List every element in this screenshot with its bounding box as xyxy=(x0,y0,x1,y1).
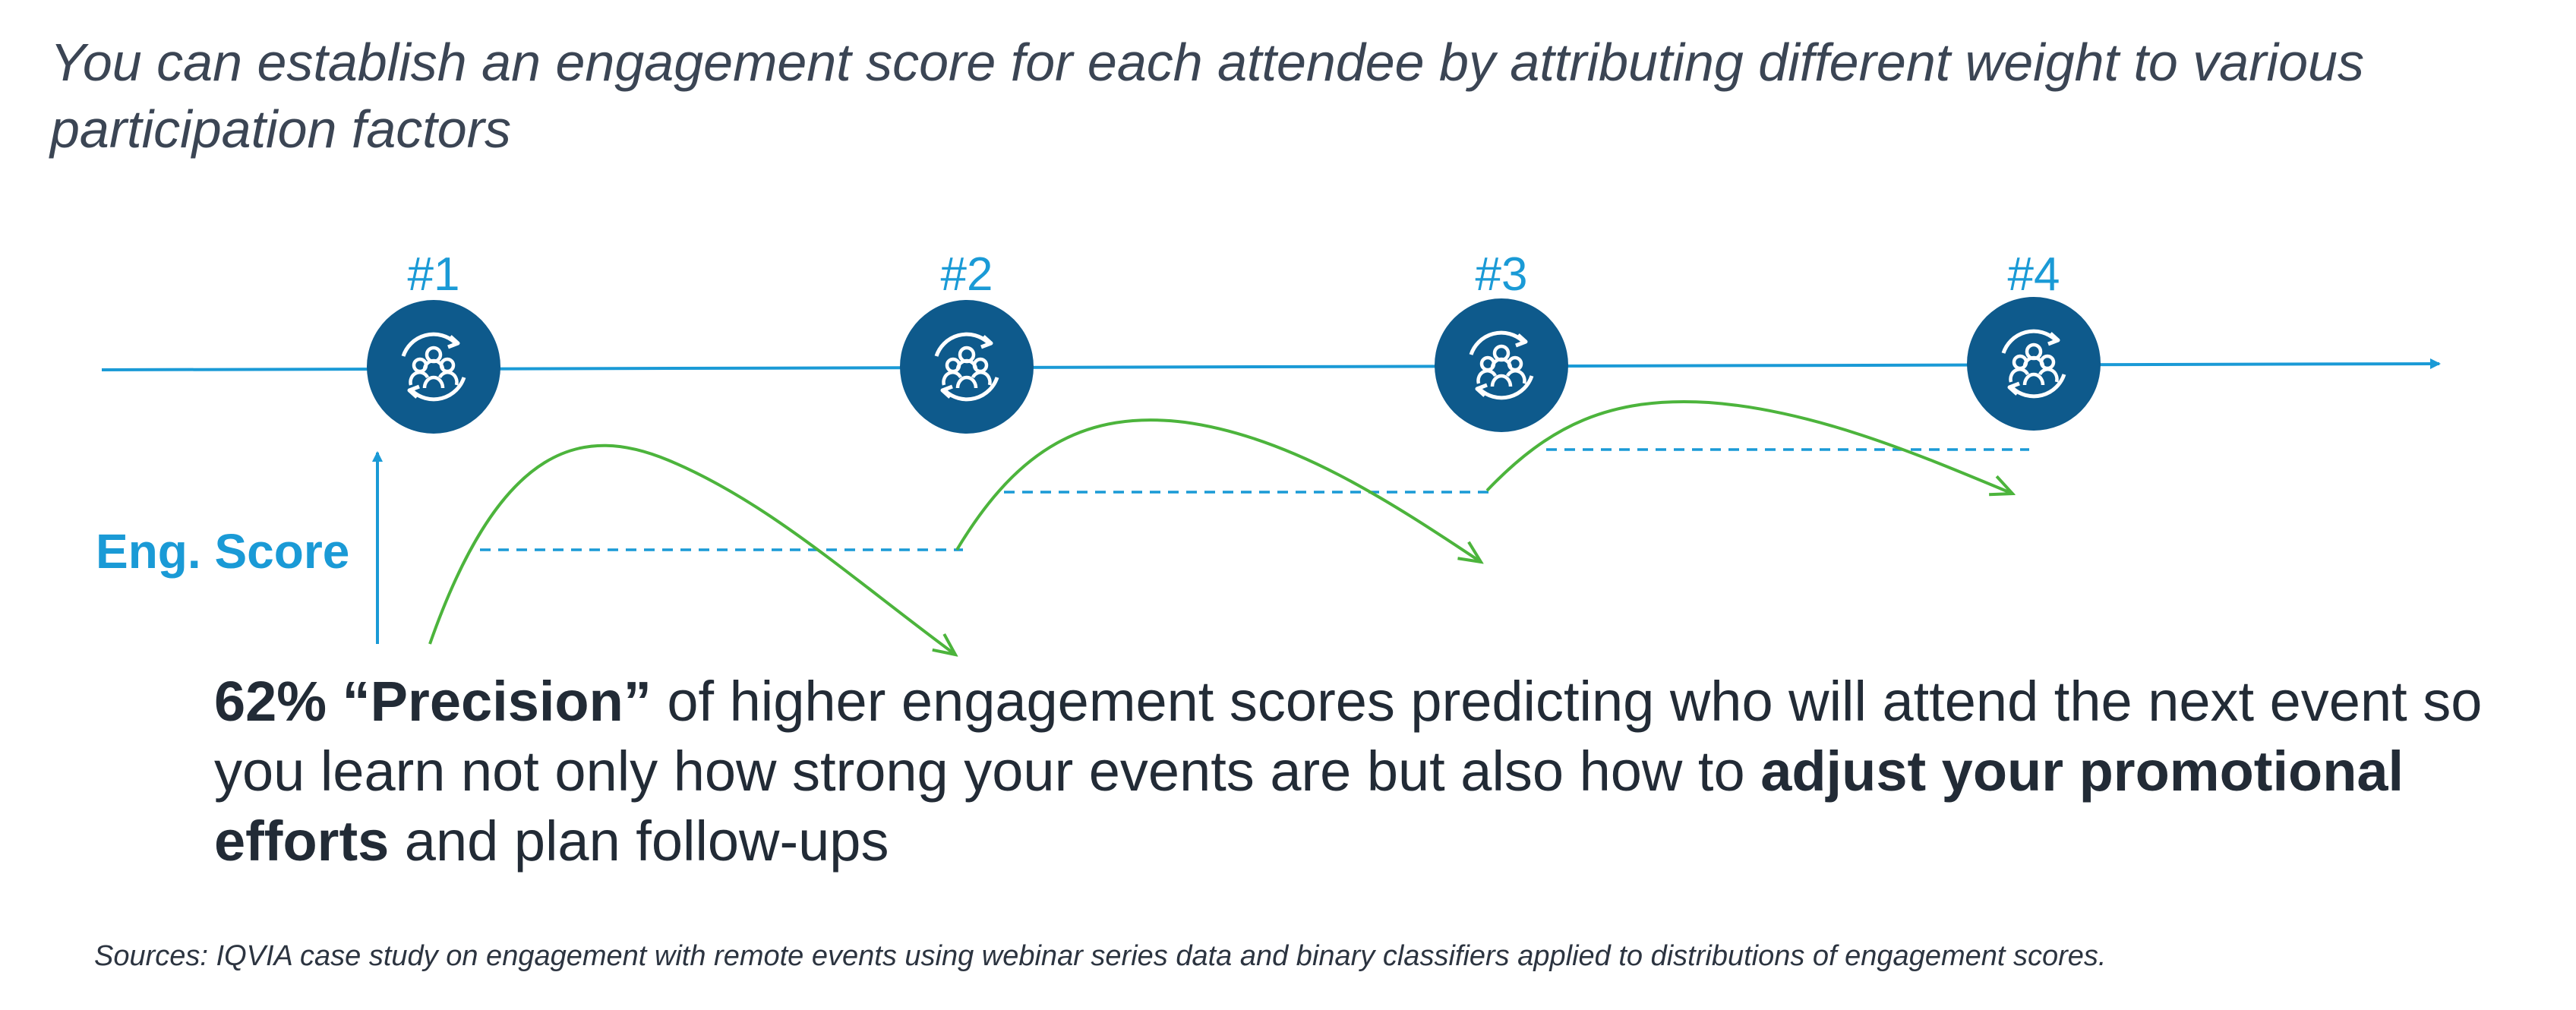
step-label-1: #1 xyxy=(408,248,460,301)
sources-footnote: Sources: IQVIA case study on engagement … xyxy=(94,940,2107,972)
engagement-curve-2 xyxy=(955,418,1481,562)
step-node-1: #1 xyxy=(367,248,500,434)
step-circle-3 xyxy=(1435,298,1568,432)
follow-up-text: and plan follow-ups xyxy=(389,810,889,873)
precision-highlight: 62% “Precision” xyxy=(214,670,652,733)
adjust-efforts-highlight: adjust your promotional efforts xyxy=(214,740,2404,873)
precision-text: of higher engagement scores predicting w… xyxy=(214,670,2483,803)
step-node-3: #3 xyxy=(1435,248,1568,432)
step-label-3: #3 xyxy=(1476,248,1528,301)
step-node-4: #4 xyxy=(1967,248,2101,431)
step-circle-2 xyxy=(900,300,1034,434)
step-circle-4 xyxy=(1967,297,2101,431)
step-label-4: #4 xyxy=(2008,248,2060,301)
slide-title: You can establish an engagement score fo… xyxy=(50,33,2364,159)
engagement-curve-1 xyxy=(428,443,955,655)
score-axis-label: Eng. Score xyxy=(96,524,349,579)
engagement-curve-3 xyxy=(1485,400,2012,494)
step-circle-1 xyxy=(367,300,500,434)
step-node-2: #2 xyxy=(900,248,1034,434)
step-label-2: #2 xyxy=(941,248,993,301)
precision-statement: 62% “Precision” of higher engagement sco… xyxy=(214,667,2538,876)
